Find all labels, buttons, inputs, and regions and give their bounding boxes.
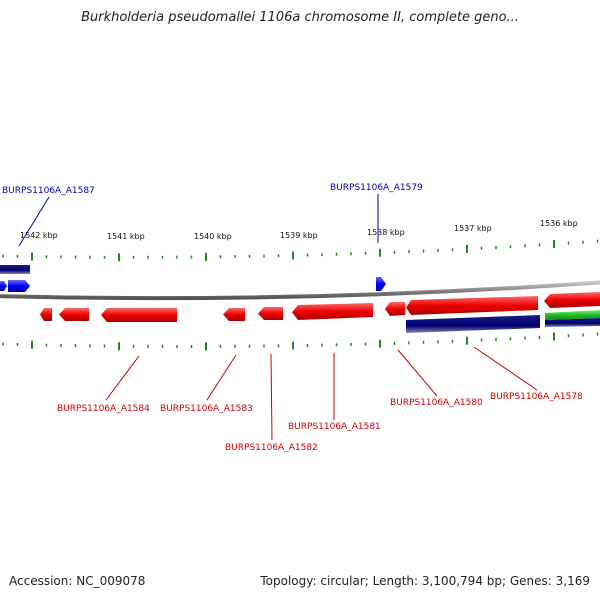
scale-label-1542: 1542 kbp [20, 231, 58, 240]
gene-reverse-A1582[interactable] [258, 307, 283, 320]
map-title: Burkholderia pseudomallei 1106a chromoso… [81, 10, 519, 25]
cds-bar-A1580[interactable] [406, 315, 540, 333]
scale-label-1536: 1536 kbp [540, 219, 578, 228]
leader-A1578 [473, 346, 538, 391]
scale-ticks-top [2, 239, 599, 262]
gene-forward-left-a[interactable] [0, 281, 7, 291]
gene-label-A1582[interactable]: BURPS1106A_A1582 [225, 443, 318, 453]
gene-reverse-A1581[interactable] [292, 303, 373, 320]
gene-label-A1581[interactable]: BURPS1106A_A1581 [288, 422, 381, 432]
gene-reverse-2[interactable] [59, 308, 89, 321]
gene-label-A1578[interactable]: BURPS1106A_A1578 [490, 392, 583, 402]
gene-reverse-1[interactable] [40, 308, 52, 321]
leader-A1584 [105, 355, 140, 401]
gene-label-A1587[interactable]: BURPS1106A_A1587 [2, 186, 95, 196]
scale-ticks-bottom [2, 332, 599, 351]
gene-reverse-A1580a[interactable] [385, 302, 405, 316]
leader-A1580 [397, 349, 438, 397]
leader-A1587 [18, 196, 50, 247]
genome-summary-text: Topology: circular; Length: 3,100,794 bp… [260, 574, 590, 588]
gene-forward-A1579[interactable] [376, 277, 386, 291]
gene-reverse-A1580[interactable] [406, 296, 538, 315]
gene-reverse-A1583[interactable] [223, 308, 245, 321]
leader-A1583 [206, 354, 237, 401]
gene-reverse-A1578[interactable] [544, 292, 600, 308]
gene-label-A1579[interactable]: BURPS1106A_A1579 [330, 183, 423, 193]
scale-label-1537: 1537 kbp [454, 224, 492, 233]
scale-label-1540: 1540 kbp [194, 232, 232, 241]
cds-bar-left[interactable] [0, 265, 30, 274]
scale-label-1539: 1539 kbp [280, 231, 318, 240]
scale-label-1541: 1541 kbp [107, 232, 145, 241]
rna-bar-A1578[interactable] [545, 310, 600, 320]
gene-label-A1583[interactable]: BURPS1106A_A1583 [160, 404, 253, 414]
gene-label-A1584[interactable]: BURPS1106A_A1584 [57, 404, 150, 414]
cds-bar-A1578[interactable] [545, 318, 600, 327]
leader-A1582 [270, 353, 273, 441]
gene-reverse-A1584[interactable] [101, 308, 177, 322]
scale-label-1538: 1538 kbp [367, 228, 405, 237]
gene-label-A1580[interactable]: BURPS1106A_A1580 [390, 398, 483, 408]
gene-forward-A1587[interactable] [8, 280, 30, 292]
accession-text: Accession: NC_009078 [9, 574, 146, 588]
chromosome-backbone [0, 280, 600, 301]
